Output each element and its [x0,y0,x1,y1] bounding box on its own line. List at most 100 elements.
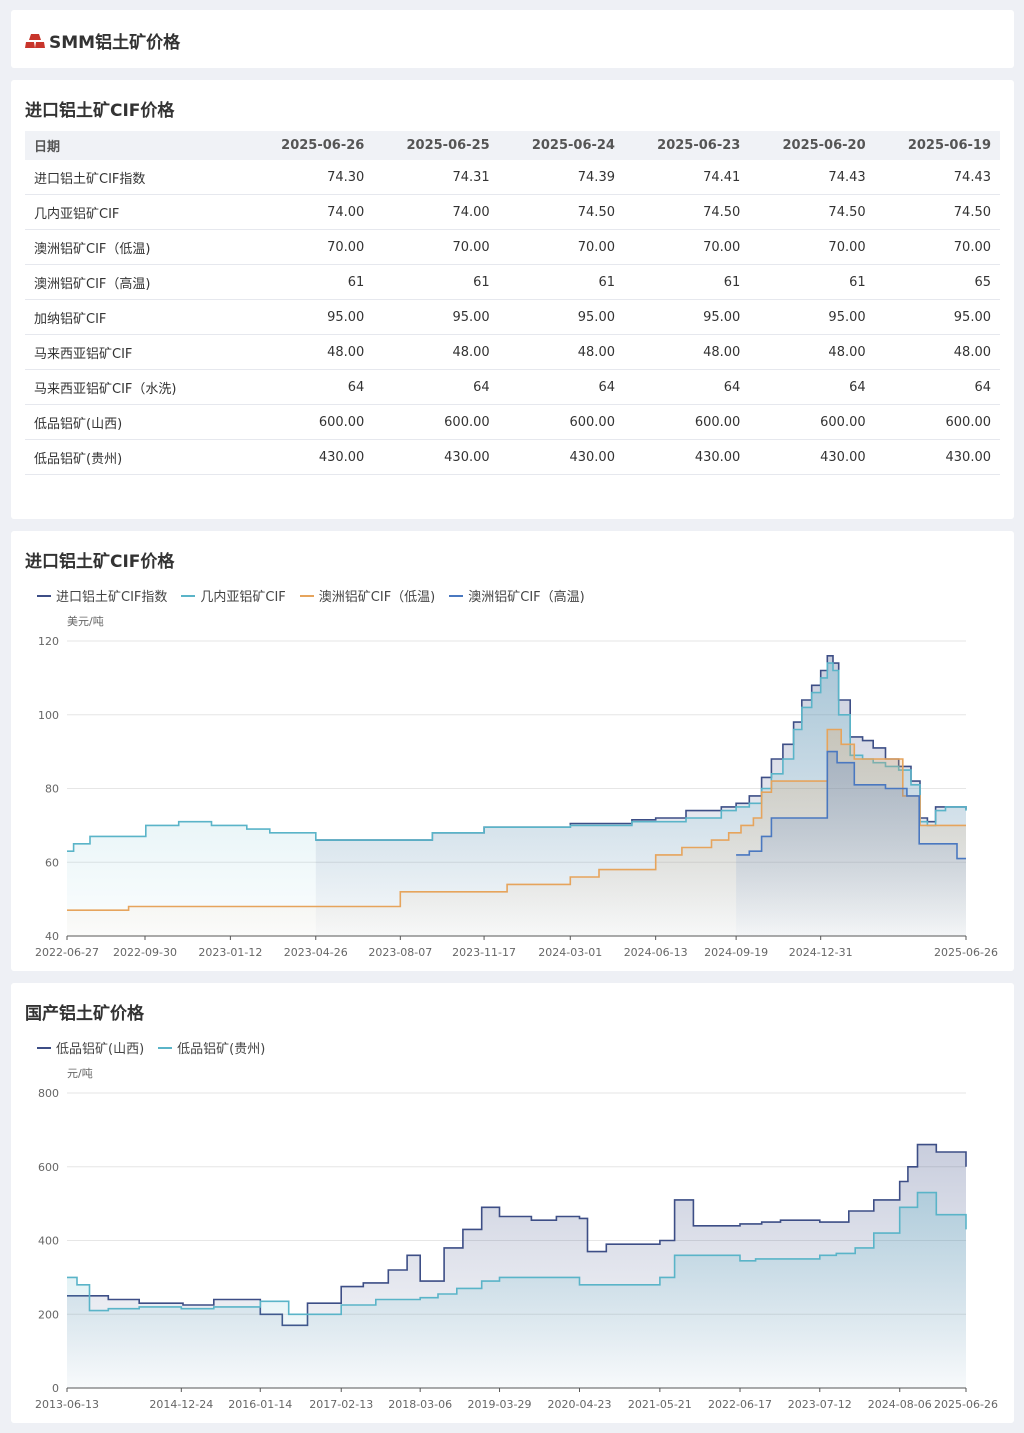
price-table-card: 进口铝土矿CIF价格 日期 2025-06-26 2025-06-25 2025-0… [11,80,1014,519]
legend-swatch [37,1046,51,1049]
y-tick-label: 400 [38,1235,59,1248]
price-cell: 48.00 [749,334,875,370]
price-cell: 65 [874,264,1000,300]
legend-swatch [449,594,464,597]
legend-item[interactable]: 低品铝矿(贵州) [158,1038,265,1057]
x-tick-label: 2017-02-13 [309,1398,373,1411]
legend-item[interactable]: 澳洲铝矿CIF（高温) [449,586,585,605]
price-cell: 430.00 [749,439,875,475]
legend-item[interactable]: 澳洲铝矿CIF（低温) [299,586,435,605]
price-cell: 74.43 [874,160,1000,195]
price-cell: 600.00 [498,404,624,440]
date-column-header: 2025-06-20 [782,138,866,153]
price-cell: 95.00 [373,299,499,335]
price-cell: 74.41 [623,160,750,195]
date-column-header: 2025-06-24 [531,138,615,153]
series-line[interactable] [67,1191,967,1316]
price-cell: 74.50 [749,194,875,230]
date-column-header: 2025-06-19 [907,138,991,153]
y-tick-label: 40 [45,930,59,943]
price-cell: 61 [498,264,624,300]
series-area [736,751,966,936]
price-cell: 61 [373,264,499,300]
row-label: 进口铝土矿CIF指数 [25,160,248,195]
price-cell: 95.00 [623,299,750,335]
series-area [67,1192,966,1388]
price-cell: 64 [248,369,374,405]
chart1-plot: 美元/吨 40 60 80 100 120 2022-06-27 2022-09-30 2023… [35,615,998,959]
import-price-chart-card: 进口铝土矿CIF价格 进口铝土矿CIF指数 几内亚铝矿CIF 澳洲铝矿CIF（低温)… [11,531,1014,971]
y-axis-unit: 元/吨 [67,1067,93,1080]
table-header-row: 日期 2025-06-26 2025-06-25 2025-06-24 2025-06… [25,131,1000,160]
row-label: 马来西亚铝矿CIF [25,334,248,370]
price-cell: 74.30 [248,160,374,195]
legend-label: 进口铝土矿CIF指数 [56,590,168,605]
price-cell: 64 [623,369,750,405]
table-row: 澳洲铝矿CIF（高温) 61 61 61 61 61 65 [25,264,1000,300]
x-tick-label: 2025-06-26 [934,1398,998,1411]
legend-swatch [181,594,196,597]
series-line[interactable] [67,728,966,911]
x-tick-label: 2019-03-29 [468,1398,532,1411]
row-label: 低品铝矿(贵州) [25,439,248,475]
price-cell: 64 [373,369,499,405]
price-cell: 95.00 [248,299,374,335]
legend-item[interactable]: 几内亚铝矿CIF [181,586,286,605]
price-cell: 64 [874,369,1000,405]
x-tick-label: 2025-06-26 [934,946,998,959]
price-cell: 74.39 [498,160,624,195]
x-tick-label: 2018-03-06 [388,1398,452,1411]
x-tick-label: 2024-09-19 [704,946,768,959]
table-row: 低品铝矿(山西) 600.00 600.00 600.00 600.00 600.00 60… [25,404,1000,440]
price-cell: 95.00 [874,299,1000,335]
legend-label: 低品铝矿(山西) [56,1042,145,1057]
price-cell: 48.00 [498,334,624,370]
x-tick-label: 2022-06-17 [708,1398,772,1411]
app-title: SMM铝土矿价格 [49,33,181,53]
y-tick-label: 600 [38,1161,59,1174]
row-label: 澳洲铝矿CIF（低温) [25,229,248,265]
x-tick-label: 2020-04-23 [548,1398,612,1411]
row-label: 马来西亚铝矿CIF（水洗) [25,369,248,405]
price-cell: 48.00 [623,334,750,370]
price-cell: 48.00 [874,334,1000,370]
date-column-header: 日期 [34,140,61,155]
price-cell: 70.00 [373,229,499,265]
x-tick-label: 2024-03-01 [538,946,602,959]
price-cell: 600.00 [248,404,374,440]
legend-swatch [37,594,51,597]
legend-swatch [299,594,314,597]
y-tick-label: 80 [45,783,59,796]
price-cell: 600.00 [623,404,750,440]
price-cell: 74.50 [623,194,750,230]
x-tick-label: 2024-06-13 [624,946,688,959]
price-cell: 600.00 [749,404,875,440]
price-cell: 430.00 [498,439,624,475]
y-tick-label: 60 [45,856,59,869]
x-tick-label: 2024-12-31 [789,946,853,959]
chart2-plot: 元/吨 0 200 400 600 800 2013-06-13 2014-12-24 2016… [35,1067,998,1411]
x-tick-label: 2022-09-30 [113,946,177,959]
legend-item[interactable]: 低品铝矿(山西) [37,1038,144,1057]
chart1-legend: 进口铝土矿CIF指数 几内亚铝矿CIF 澳洲铝矿CIF（低温) 澳洲铝矿CIF（高温) [37,586,599,605]
row-label: 低品铝矿(山西) [25,404,248,440]
row-label: 澳洲铝矿CIF（高温) [25,264,248,300]
x-tick-label: 2023-08-07 [368,946,432,959]
price-cell: 74.31 [373,160,499,195]
price-cell: 74.43 [749,160,875,195]
table-row: 马来西亚铝矿CIF（水洗) 64 64 64 64 64 64 [25,369,1000,405]
price-cell: 70.00 [498,229,624,265]
price-cell: 61 [623,264,750,300]
domestic-price-chart-card: 国产铝土矿价格 低品铝矿(山西) 低品铝矿(贵州) 元/吨 0 200 400 600 80… [11,983,1014,1423]
series-line[interactable] [736,750,966,860]
legend-swatch [158,1046,173,1049]
x-tick-label: 2014-12-24 [149,1398,213,1411]
table-row: 澳洲铝矿CIF（低温) 70.00 70.00 70.00 70.00 70.00 70.0… [25,229,1000,265]
price-cell: 61 [749,264,875,300]
app-header: SMM铝土矿价格 [25,28,180,53]
price-cell: 70.00 [874,229,1000,265]
legend-label: 澳洲铝矿CIF（高温) [468,590,585,605]
price-cell: 48.00 [373,334,499,370]
legend-label: 几内亚铝矿CIF [200,590,286,605]
legend-item[interactable]: 进口铝土矿CIF指数 [37,586,167,605]
